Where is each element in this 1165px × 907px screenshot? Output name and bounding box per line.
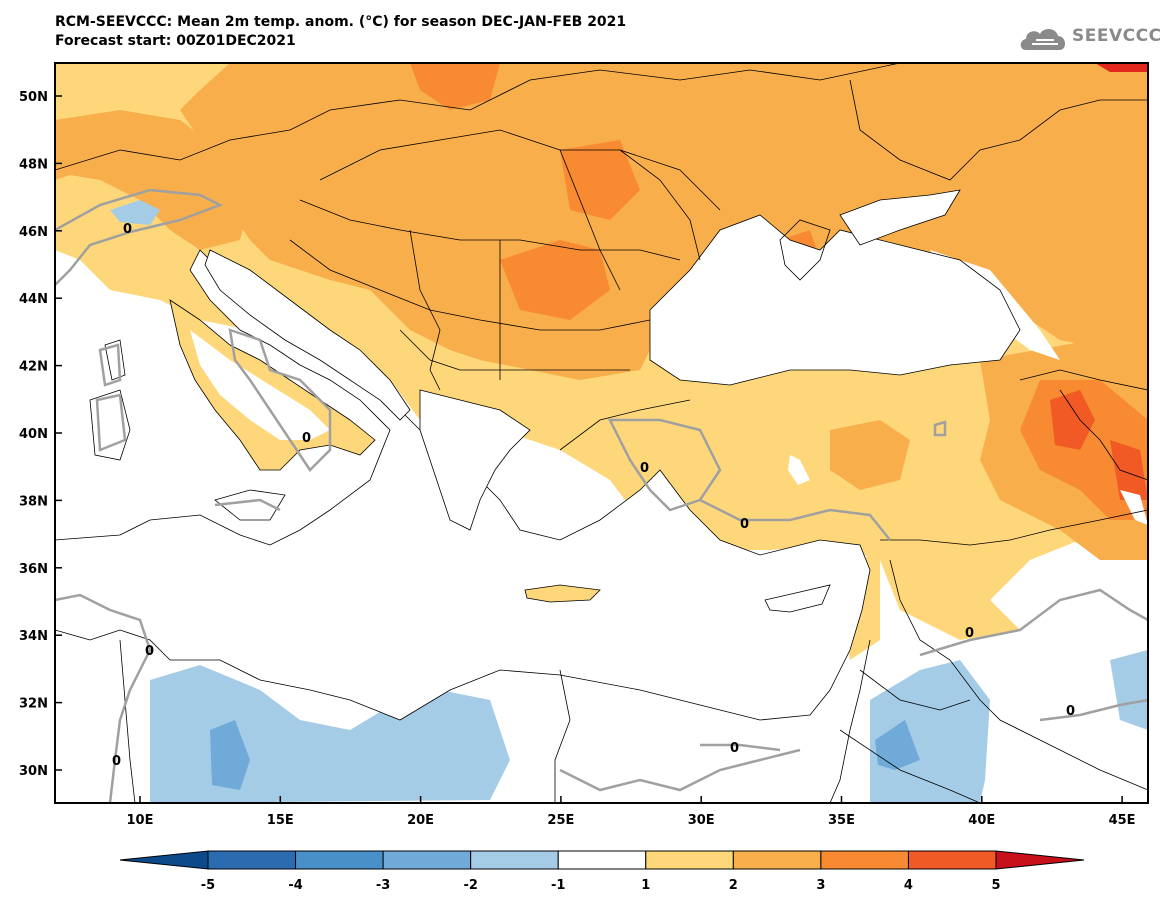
colorbar-segment [295,850,384,870]
colorbar-max-arrow [995,850,1085,870]
colorbar-segment [557,850,647,870]
contour-label-anatolia-south: 0 [740,517,749,532]
colorbar-min-arrow [119,850,209,870]
sea-of-azov [839,189,961,246]
colorbar-tick-label: 4 [904,878,913,893]
lon-tick-label: 30E [688,813,715,828]
colorbar-segment [820,850,909,870]
logo-text: SEEVCCC [1072,26,1162,46]
contour-label-italy: 0 [302,431,311,446]
colorbar-tick-label: 3 [816,878,825,893]
adriatic-sea [204,249,411,421]
colorbar-tick-label: -3 [376,878,390,893]
lat-tick-label: 46N [19,225,48,240]
colorbar-tick-label: 5 [991,878,1000,893]
colorbar-tick-label: -2 [463,878,477,893]
contour-label-alps: 0 [123,222,132,237]
anomaly-band-2-3-anatolia [830,420,910,490]
colorbar-tick-label: 2 [729,878,738,893]
contour-label-libya: 0 [145,644,154,659]
lon-tick-label: 20E [407,813,434,828]
longitude-axis: 10E 15E 20E 25E 30E 35E 40E 45E [127,796,1136,828]
colorbar-segment [732,850,822,870]
anomaly-band-2-3-north [180,63,1148,380]
lat-tick-label: 50N [19,90,48,105]
italy-interior [190,330,330,440]
cloud-icon [1020,28,1066,50]
lat-tick-label: 34N [19,629,48,644]
colorbar-segment [907,850,997,870]
colorbar-segment [645,850,734,870]
colorbar-segment [207,850,297,870]
anomaly-negative-east [1110,650,1148,730]
map-fill: 0 0 0 0 0 0 0 0 0 [55,63,1148,803]
colorbar-tick-label: 1 [641,878,650,893]
lat-tick-label: 36N [19,562,48,577]
anomaly-band-2-3-west [55,110,250,250]
contour-label-east: 0 [1066,704,1075,719]
lat-tick-label: 40N [19,427,48,442]
colorbar-tick-label: -1 [551,878,565,893]
anomaly-band-4-5-caucasus [1050,390,1095,450]
anomaly-negative-libya-core [210,720,250,790]
colorbar-tick-label: -4 [288,878,302,893]
colorbar-segment [382,850,472,870]
lat-tick-label: 48N [19,157,48,172]
anomaly-band-3-4-romania [500,240,610,320]
lat-tick-label: 38N [19,494,48,509]
anomaly-band-4-5-east [1110,440,1148,500]
crete [524,584,601,603]
colorbar-tick-label: -5 [201,878,215,893]
lon-tick-label: 25E [547,813,574,828]
neutral-patch-anatolia-central [788,455,810,485]
cyprus-outline [764,584,831,613]
lon-tick-label: 35E [828,813,855,828]
country-borders [55,63,1148,803]
lon-tick-label: 10E [127,813,154,828]
anomaly-band-3-4-north [410,63,500,110]
greece [419,389,531,531]
latitude-axis: 50N 48N 46N 44N 42N 40N 38N 36N 34N 32N 30N [19,90,62,779]
lat-tick-label: 30N [19,764,48,779]
anomaly-negative-saudi-core [875,720,920,770]
anomaly-negative-alps [110,200,160,225]
crimea-outline [779,219,831,281]
lat-tick-label: 44N [19,292,48,307]
zero-contours [55,188,1148,803]
lon-tick-label: 15E [267,813,294,828]
map-title: RCM-SEEVCCC: Mean 2m temp. anom. (°C) fo… [55,14,627,30]
seevccc-logo: SEEVCCC [1018,24,1161,54]
contour-label-anatolia: 0 [640,461,649,476]
lon-tick-label: 45E [1109,813,1136,828]
black-sea [649,214,1021,386]
lat-tick-label: 32N [19,697,48,712]
contour-label-algeria: 0 [112,754,121,769]
forecast-start-label: Forecast start: 00Z01DEC2021 [55,33,296,49]
colorbar: -5 -4 -3 -2 -1 1 2 3 4 5 [119,850,1085,893]
contour-label-egypt: 0 [730,741,739,756]
lon-tick-label: 40E [968,813,995,828]
contour-label-syria: 0 [965,626,974,641]
lat-tick-label: 42N [19,360,48,375]
neutral-patch-east [1120,490,1148,525]
anomaly-band-4-5-north [1095,63,1148,72]
colorbar-segment [470,850,559,870]
